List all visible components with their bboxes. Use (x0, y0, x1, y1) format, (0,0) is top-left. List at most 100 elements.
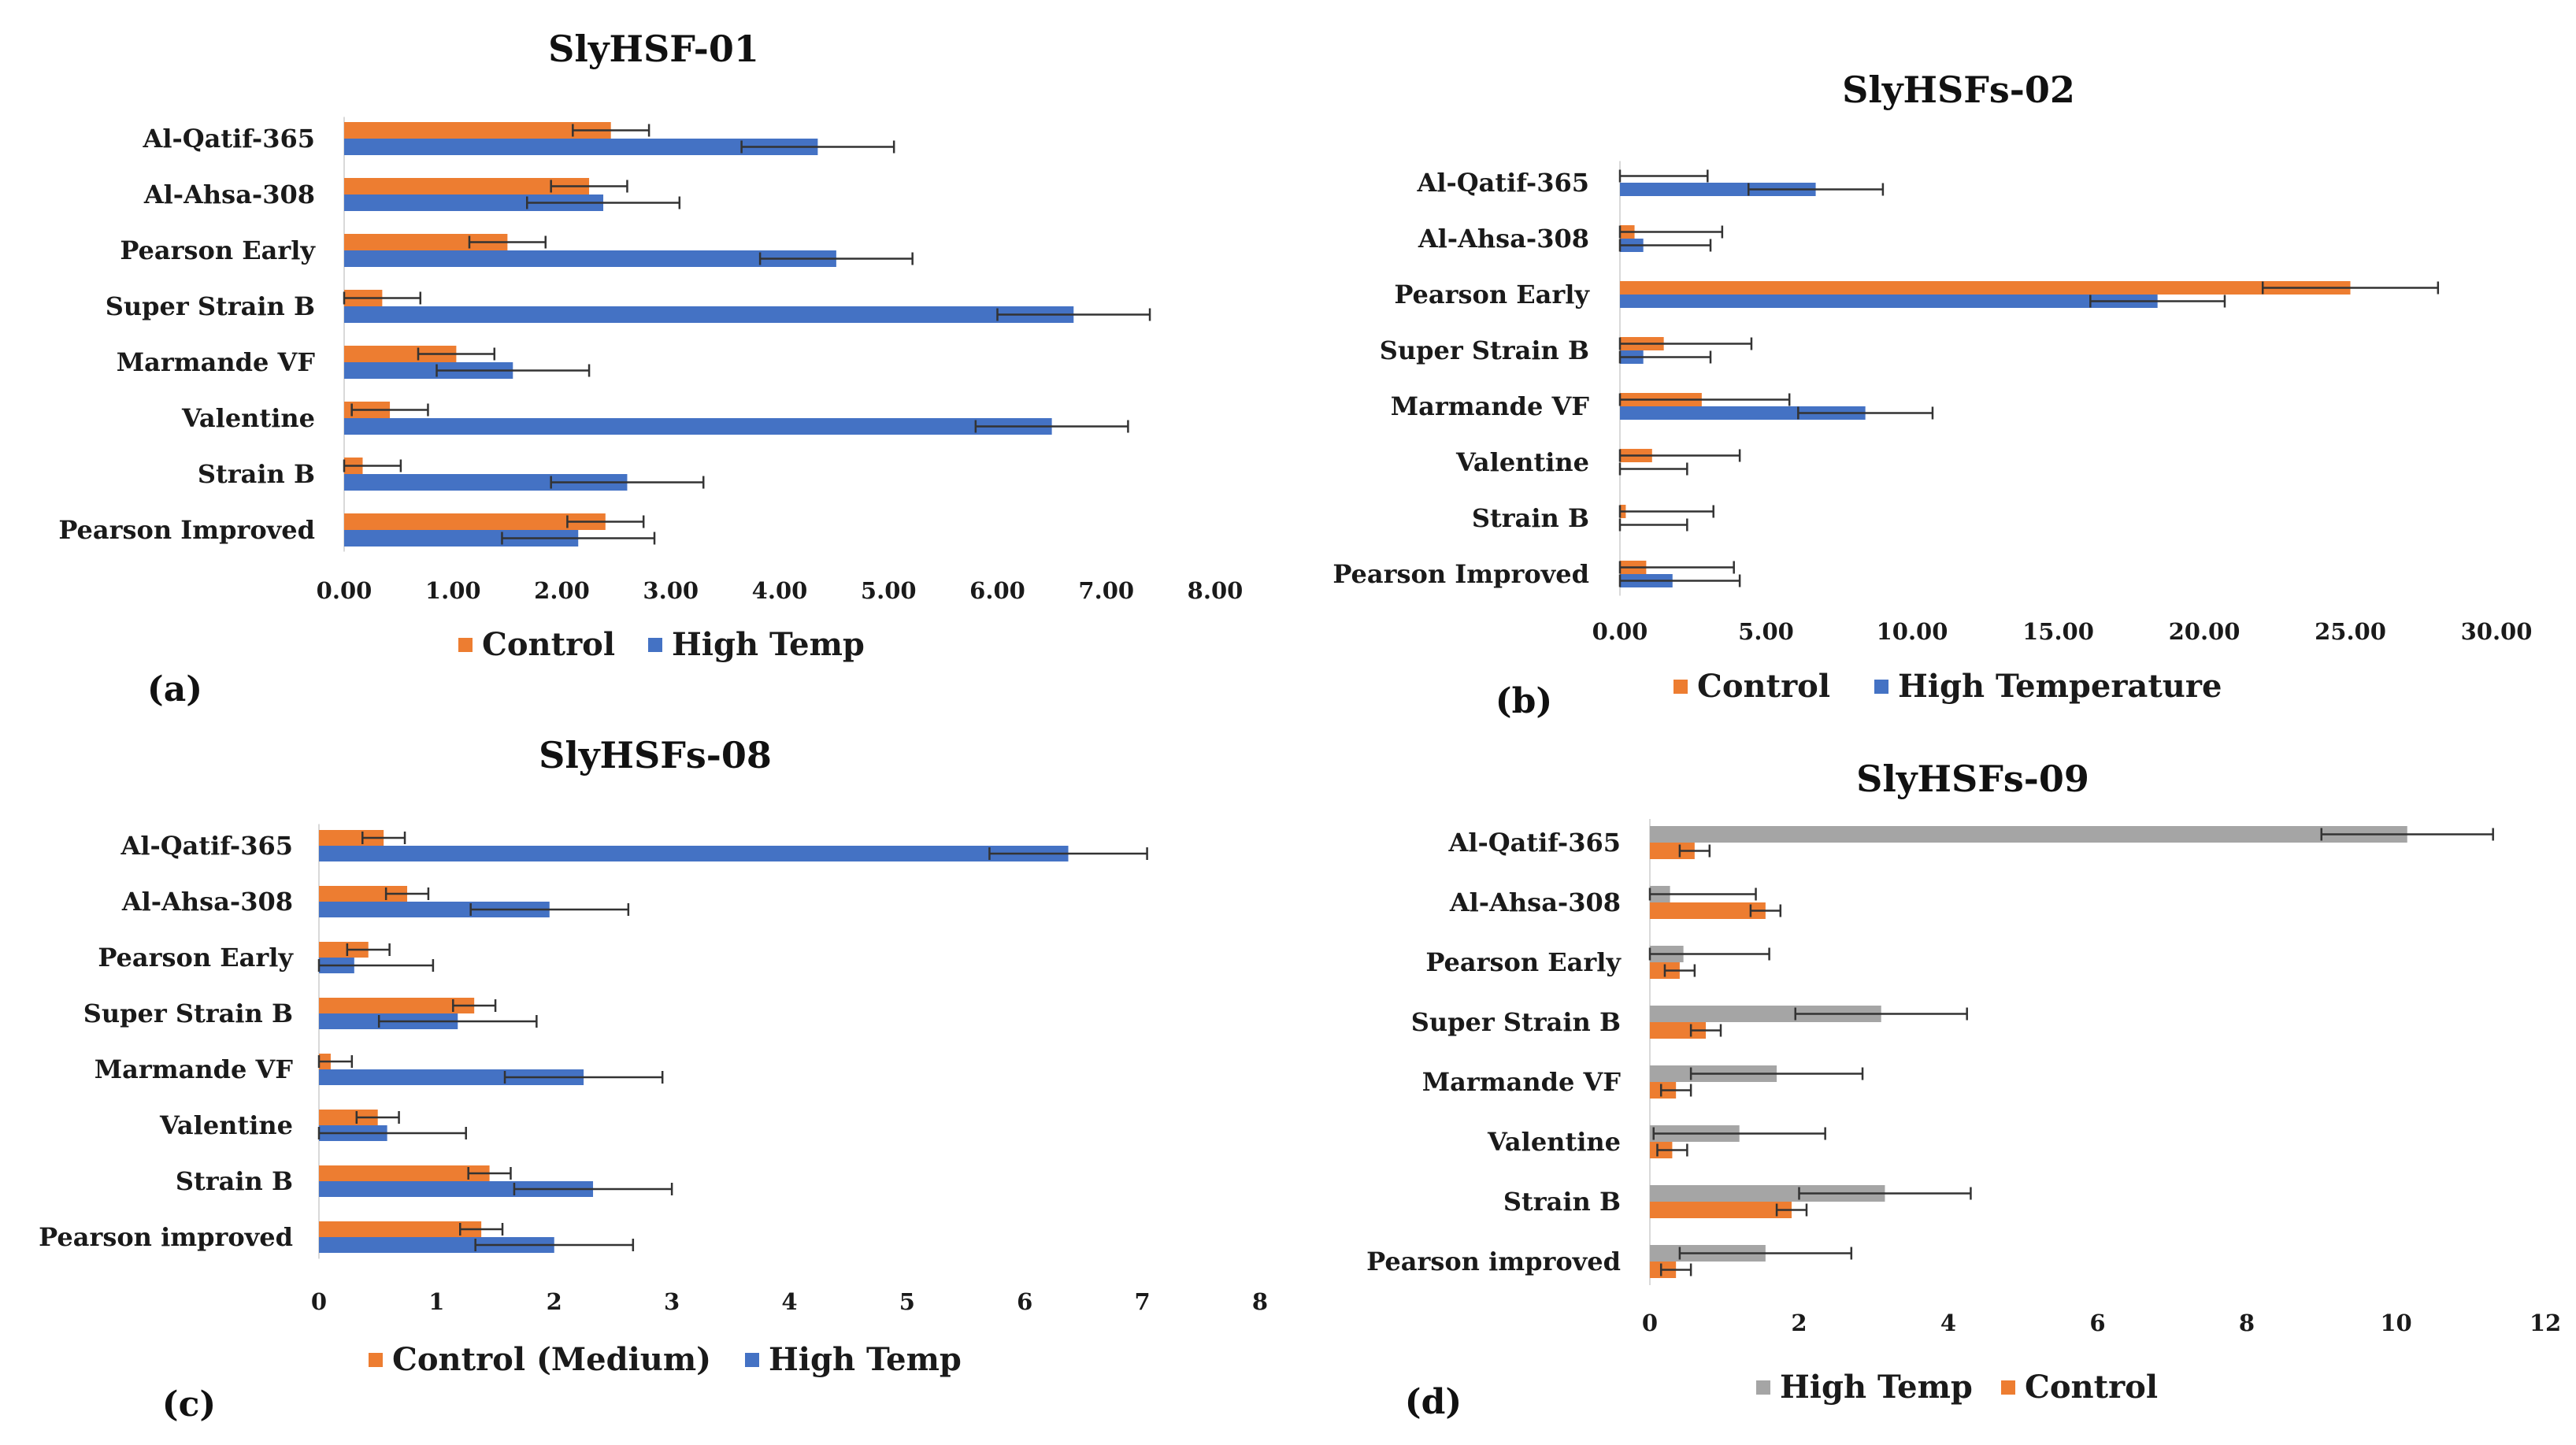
bar-series1 (1650, 1006, 1881, 1022)
bar-series1 (319, 942, 369, 958)
x-tick-label: 8 (2239, 1310, 2255, 1336)
x-tick-label: 6 (2089, 1310, 2105, 1336)
bar-series1 (344, 234, 508, 250)
legend-label: High Temp (672, 626, 865, 663)
x-tick-label: 3 (664, 1288, 680, 1315)
x-tick-label: 6.00 (969, 577, 1025, 604)
x-tick-label: 4.00 (752, 577, 808, 604)
bar-series2 (1620, 295, 2158, 308)
legend-swatch (745, 1353, 759, 1367)
category-label: Pearson Improved (1332, 559, 1589, 589)
bar-series2 (344, 418, 1052, 435)
bar-series1 (319, 1165, 490, 1181)
x-tick-label: 8 (1252, 1288, 1268, 1315)
x-tick-label: 4 (781, 1288, 797, 1315)
legend-label: Control (2025, 1369, 2158, 1406)
bar-series2 (1620, 406, 1866, 420)
category-label: Al-Qatif-365 (120, 831, 293, 861)
legend-label: High Temp (769, 1341, 962, 1378)
bar-series1 (344, 122, 611, 139)
legend-label: Control (1697, 668, 1830, 705)
bar-series2 (344, 362, 513, 379)
category-label: Al-Ahsa-308 (121, 887, 293, 917)
legend-swatch (2001, 1380, 2015, 1395)
x-tick-label: 0.00 (1592, 618, 1648, 645)
category-label: Al-Qatif-365 (142, 124, 315, 154)
category-label: Pearson improved (1366, 1247, 1621, 1276)
category-label: Strain B (1503, 1187, 1621, 1217)
chart-title: SlyHSF-01 (548, 28, 759, 70)
x-tick-label: 1.00 (425, 577, 481, 604)
panel-label: (a) (147, 669, 202, 710)
bar-series1 (344, 513, 606, 530)
category-label: Pearson Early (120, 235, 316, 265)
x-tick-label: 6 (1017, 1288, 1032, 1315)
bar-series2 (344, 139, 818, 155)
bar-series2 (1650, 843, 1695, 859)
x-tick-label: 1 (428, 1288, 444, 1315)
category-label: Strain B (198, 459, 315, 489)
chart-panel-a: SlyHSF-01 (a) Al-Qatif-365 Al-Ahsa-308 Pears… (58, 28, 1243, 710)
bar-series2 (344, 474, 628, 491)
category-label: Pearson Improved (58, 515, 315, 545)
bar-series2 (1650, 902, 1766, 919)
chart-title: SlyHSFs-02 (1842, 69, 2075, 111)
x-tick-label: 5.00 (1738, 618, 1794, 645)
x-tick-label: 2.00 (534, 577, 590, 604)
category-label: Super Strain B (106, 291, 315, 321)
x-tick-label: 10.00 (1877, 618, 1948, 645)
x-tick-label: 25.00 (2315, 618, 2386, 645)
category-label: Al-Qatif-365 (1416, 168, 1589, 198)
chart-title: SlyHSFs-08 (539, 734, 772, 776)
category-label: Strain B (1472, 503, 1589, 533)
x-tick-label: 2 (1791, 1310, 1807, 1336)
x-tick-label: 0 (1642, 1310, 1658, 1336)
legend-label: High Temp (1780, 1369, 1973, 1406)
x-tick-label: 0 (311, 1288, 327, 1315)
category-label: Pearson Early (1425, 947, 1622, 977)
bar-series2 (1620, 183, 1816, 196)
x-tick-label: 0.00 (317, 577, 373, 604)
category-label: Marmande VF (1391, 391, 1590, 421)
legend-label: High Temperature (1898, 668, 2222, 705)
legend-label: Control (Medium) (392, 1341, 711, 1378)
x-tick-label: 12 (2530, 1310, 2561, 1336)
legend-swatch (1756, 1380, 1770, 1395)
category-label: Marmande VF (95, 1054, 294, 1084)
legend-swatch (458, 638, 473, 652)
bar-series1 (319, 1221, 482, 1237)
x-tick-label: 15.00 (2022, 618, 2094, 645)
category-label: Al-Ahsa-308 (143, 180, 315, 209)
category-label: Valentine (1455, 447, 1589, 477)
category-label: Al-Ahsa-308 (1449, 887, 1621, 917)
category-label: Valentine (159, 1110, 293, 1140)
category-label: Pearson Early (98, 943, 294, 973)
bar-series2 (1650, 1202, 1792, 1218)
chart-panel-d: SlyHSFs-09 (d) Al-Qatif-365 Al-Ahsa-308 Pear… (1366, 758, 2561, 1422)
legend-swatch (1874, 680, 1888, 694)
x-tick-label: 5 (899, 1288, 915, 1315)
x-tick-label: 7.00 (1078, 577, 1134, 604)
x-tick-label: 5.00 (861, 577, 917, 604)
bar-series2 (344, 250, 836, 267)
bar-series2 (319, 1181, 594, 1197)
legend-swatch (1673, 680, 1688, 694)
category-label: Super Strain B (1380, 335, 1589, 365)
category-label: Marmande VF (117, 347, 316, 377)
bar-series2 (319, 902, 550, 917)
category-label: Al-Qatif-365 (1447, 828, 1621, 858)
legend-swatch (648, 638, 662, 652)
category-label: Super Strain B (1411, 1007, 1621, 1037)
category-label: Strain B (176, 1166, 293, 1196)
category-label: Super Strain B (83, 999, 293, 1028)
chart-panel-b: SlyHSFs-02 (b) Al-Qatif-365 Al-Ahsa-308 Pear… (1332, 69, 2532, 721)
x-tick-label: 3.00 (643, 577, 699, 604)
x-tick-label: 20.00 (2169, 618, 2241, 645)
bar-series1 (319, 998, 475, 1013)
bar-series2 (319, 1069, 584, 1085)
category-label: Pearson Early (1394, 280, 1590, 309)
chart-panel-c: SlyHSFs-08 (c) Al-Qatif-365 Al-Ahsa-308 Pear… (39, 734, 1268, 1425)
x-tick-label: 4 (1940, 1310, 1956, 1336)
category-label: Valentine (1487, 1127, 1621, 1157)
category-label: Marmande VF (1422, 1067, 1622, 1097)
